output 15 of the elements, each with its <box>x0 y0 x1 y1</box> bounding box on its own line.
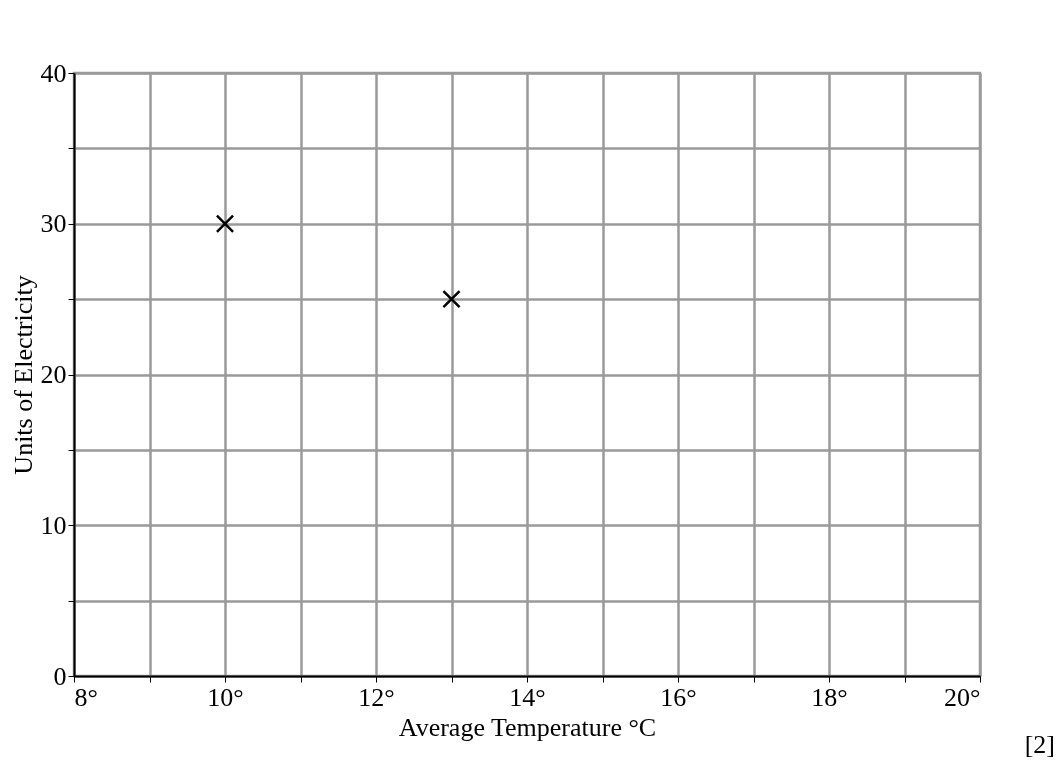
x-tick-label: 8° <box>74 682 98 712</box>
x-axis-title: Average Temperature °C <box>398 712 657 742</box>
x-tick-label: 12° <box>358 682 395 712</box>
y-tick-label: 10 <box>40 510 67 540</box>
y-tick-label: 30 <box>40 209 67 239</box>
y-axis-title: Units of Electricity <box>8 275 38 475</box>
x-tick-label: 14° <box>509 682 546 712</box>
y-tick-label: 40 <box>40 58 67 88</box>
text: [2] <box>1024 730 1055 760</box>
x-tick-label: 20° <box>944 682 981 712</box>
y-tick-label: 0 <box>53 661 67 691</box>
x-tick-label: 10° <box>207 682 244 712</box>
y-tick-label: 20 <box>40 360 67 389</box>
x-tick-label: 18° <box>811 682 848 712</box>
x-tick-label: 16° <box>660 682 697 712</box>
